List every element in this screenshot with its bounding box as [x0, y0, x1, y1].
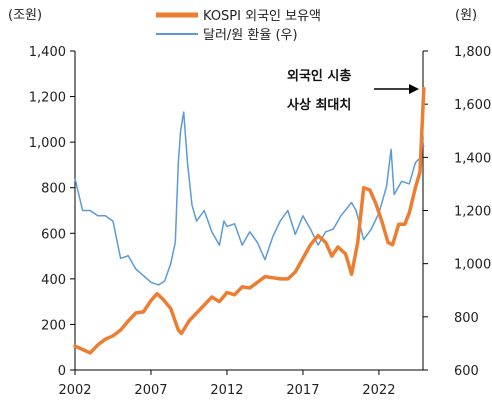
annotation-line-1: 외국인 시총 — [287, 68, 351, 84]
right-tick-label: 1,000 — [454, 258, 491, 273]
right-tick-label: 1,600 — [454, 98, 491, 113]
x-axis-ticks: 2002 2007 2012 2017 2022 — [58, 370, 395, 398]
x-tick-label: 2012 — [210, 383, 243, 398]
right-tick-label: 800 — [454, 311, 479, 326]
legend-label-fx: 달러/원 환율 (우) — [203, 28, 298, 43]
right-tick-label: 1,200 — [454, 205, 491, 220]
x-tick-label: 2007 — [134, 383, 167, 398]
left-tick-label: 1,000 — [29, 136, 66, 151]
left-tick-label: 400 — [41, 273, 66, 288]
left-tick-label: 800 — [41, 182, 66, 197]
annotation-line-2: 사상 최대치 — [287, 97, 351, 113]
left-tick-label: 200 — [41, 318, 66, 333]
left-tick-label: 0 — [58, 364, 66, 379]
right-tick-label: 1,800 — [454, 45, 491, 60]
right-tick-label: 600 — [454, 364, 479, 379]
series-line-kospi — [73, 86, 426, 355]
annotation-arrowhead — [409, 84, 419, 94]
left-tick-label: 600 — [41, 227, 66, 242]
left-tick-label: 1,400 — [29, 45, 66, 60]
left-axis-ticks: 0 200 400 600 800 1,000 1,200 1,400 — [29, 45, 75, 379]
annotation: 외국인 시총 사상 최대치 — [287, 68, 419, 113]
series-line-fx — [74, 111, 425, 286]
right-axis-ticks: 600 800 1,000 1,200 1,400 1,600 1,800 — [423, 45, 491, 379]
right-axis-unit: (원) — [455, 8, 477, 23]
left-axis-unit: (조원) — [8, 8, 42, 23]
right-tick-label: 1,400 — [454, 151, 491, 166]
left-tick-label: 1,200 — [29, 91, 66, 106]
x-tick-label: 2002 — [58, 383, 91, 398]
x-tick-label: 2022 — [362, 383, 395, 398]
x-tick-label: 2017 — [286, 383, 319, 398]
legend-label-kospi: KOSPI 외국인 보유액 — [203, 9, 321, 24]
legend: KOSPI 외국인 보유액 달러/원 환율 (우) — [156, 9, 321, 43]
